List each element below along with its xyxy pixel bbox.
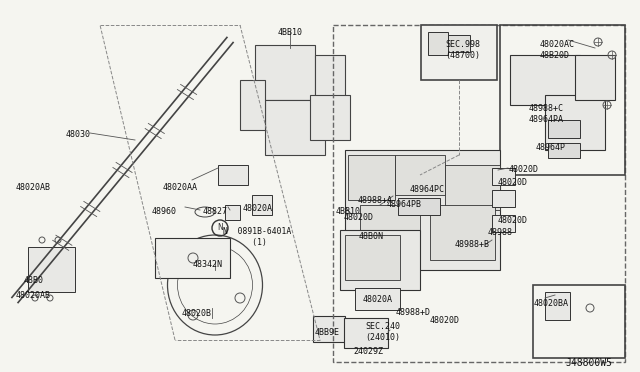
- Bar: [430, 205, 495, 260]
- Text: 48988: 48988: [488, 228, 513, 237]
- Text: 48020D: 48020D: [344, 213, 374, 222]
- Bar: [240, 80, 265, 130]
- Text: 24029Z: 24029Z: [353, 347, 383, 356]
- Bar: [445, 165, 500, 210]
- Text: 48020D: 48020D: [498, 216, 528, 225]
- Text: 48020B: 48020B: [182, 309, 212, 318]
- Bar: [492, 190, 515, 207]
- Text: 48020D: 48020D: [498, 178, 528, 187]
- Bar: [448, 35, 470, 52]
- Bar: [398, 198, 440, 215]
- Bar: [492, 168, 515, 185]
- Bar: [355, 288, 400, 310]
- Text: 48020A: 48020A: [243, 204, 273, 213]
- Text: 48B20D: 48B20D: [540, 51, 570, 60]
- Text: N: N: [217, 224, 223, 232]
- Bar: [345, 235, 400, 280]
- Bar: [155, 238, 230, 278]
- Text: 48020A: 48020A: [363, 295, 393, 304]
- Bar: [548, 120, 580, 138]
- Text: N  0891B-6401A: N 0891B-6401A: [223, 227, 291, 236]
- Bar: [28, 247, 75, 292]
- Text: 48964PC: 48964PC: [410, 185, 445, 194]
- Text: 4BB10: 4BB10: [336, 207, 361, 216]
- Bar: [545, 95, 605, 150]
- Bar: [345, 150, 500, 270]
- Text: 48020AA: 48020AA: [163, 183, 198, 192]
- Bar: [313, 316, 345, 342]
- Text: 48020D: 48020D: [430, 316, 460, 325]
- Bar: [500, 25, 625, 175]
- Text: 48B0: 48B0: [24, 276, 44, 285]
- Text: 48988+A: 48988+A: [358, 196, 393, 205]
- Bar: [348, 155, 395, 200]
- Bar: [575, 55, 615, 100]
- Bar: [333, 25, 625, 362]
- Bar: [421, 25, 497, 80]
- Bar: [265, 100, 325, 155]
- Text: 48988+C: 48988+C: [529, 104, 564, 113]
- Bar: [315, 55, 345, 100]
- Bar: [340, 230, 420, 290]
- Text: J48800W5: J48800W5: [565, 358, 612, 368]
- Text: 48342N: 48342N: [193, 260, 223, 269]
- Text: 48020AB: 48020AB: [16, 291, 51, 300]
- Bar: [310, 95, 350, 140]
- Text: 48988+D: 48988+D: [396, 308, 431, 317]
- Text: 48030: 48030: [66, 130, 91, 139]
- Bar: [252, 195, 272, 215]
- Text: (1): (1): [223, 238, 267, 247]
- Text: (24010): (24010): [365, 333, 400, 342]
- Bar: [510, 55, 580, 105]
- Bar: [492, 215, 515, 232]
- Bar: [360, 205, 420, 260]
- Bar: [545, 292, 570, 320]
- Text: 4BB10: 4BB10: [278, 28, 303, 37]
- Text: SEC.998: SEC.998: [445, 40, 480, 49]
- Text: SEC.240: SEC.240: [365, 322, 400, 331]
- Bar: [218, 165, 248, 185]
- Text: 48964PB: 48964PB: [387, 200, 422, 209]
- Bar: [428, 32, 448, 55]
- Bar: [255, 45, 315, 100]
- Bar: [548, 143, 580, 158]
- Bar: [344, 318, 388, 348]
- Bar: [225, 205, 240, 220]
- Text: 4BB9E: 4BB9E: [315, 328, 340, 337]
- Bar: [533, 285, 625, 358]
- Text: 48960: 48960: [152, 207, 177, 216]
- Text: (48700): (48700): [445, 51, 480, 60]
- Bar: [395, 155, 445, 195]
- Text: 48020BA: 48020BA: [534, 299, 569, 308]
- Text: 48964P: 48964P: [536, 143, 566, 152]
- Text: 48020AC: 48020AC: [540, 40, 575, 49]
- Text: 48988+B: 48988+B: [455, 240, 490, 249]
- Text: 48964PA: 48964PA: [529, 115, 564, 124]
- Text: 48020D: 48020D: [509, 165, 539, 174]
- Text: 48020AB: 48020AB: [16, 183, 51, 192]
- Text: 48827: 48827: [203, 207, 228, 216]
- Text: 48B0N: 48B0N: [359, 232, 384, 241]
